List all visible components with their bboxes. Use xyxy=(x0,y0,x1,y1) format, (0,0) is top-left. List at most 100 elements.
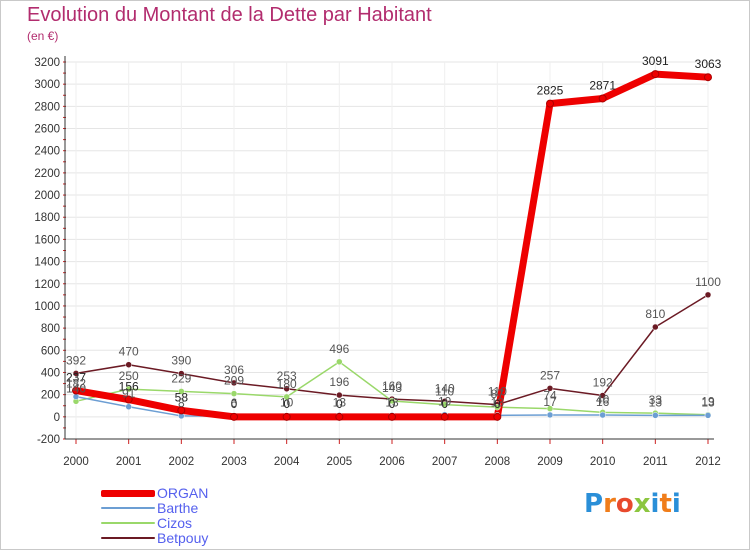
point-barthe xyxy=(704,412,712,419)
y-tick-label: -200 xyxy=(37,434,60,446)
data-label-betpouy: 160 xyxy=(382,379,402,393)
point-barthe xyxy=(652,412,659,419)
data-label-barthe: 6 xyxy=(231,396,238,410)
data-label-organ: 0 xyxy=(389,397,396,411)
point-cizos xyxy=(336,358,343,366)
point-betpouy xyxy=(704,291,712,299)
logo-letter: r xyxy=(603,489,616,519)
x-tick-label: 2005 xyxy=(327,456,353,468)
point-cizos xyxy=(494,403,501,411)
data-label-organ: 58 xyxy=(175,390,189,404)
data-label-barthe: 13 xyxy=(701,395,715,409)
data-label-cizos: 40 xyxy=(596,392,610,406)
data-label-barthe: 19 xyxy=(438,395,452,409)
data-label-barthe: 16 xyxy=(596,395,610,409)
point-barthe xyxy=(125,403,132,410)
logo-letter: o xyxy=(615,489,634,519)
legend-swatch xyxy=(101,522,155,524)
data-label-cizos: 229 xyxy=(171,371,191,385)
y-tick-label: 1600 xyxy=(34,234,60,246)
point-betpouy xyxy=(599,392,606,399)
x-tick-label: 2004 xyxy=(274,456,300,468)
proxiti-logo: Proxiti xyxy=(584,489,681,519)
y-tick-label: 2200 xyxy=(34,168,60,180)
data-label-organ: 3091 xyxy=(642,54,669,68)
point-cizos xyxy=(125,385,132,393)
y-tick-label: 2400 xyxy=(34,146,60,158)
point-cizos xyxy=(283,393,290,401)
point-betpouy xyxy=(178,370,185,377)
data-label-barthe: 13 xyxy=(649,395,663,409)
data-label-cizos: 250 xyxy=(119,369,139,383)
y-tick-label: 2600 xyxy=(34,124,60,136)
data-label-cizos: 110 xyxy=(435,385,454,399)
point-organ xyxy=(282,412,291,421)
x-tick-label: 2010 xyxy=(590,456,616,468)
point-organ xyxy=(72,386,80,395)
point-cizos xyxy=(178,388,185,395)
data-label-organ: 0 xyxy=(283,397,290,411)
data-label-cizos: 209 xyxy=(224,374,244,388)
y-tick-label: 2000 xyxy=(34,190,60,202)
data-label-organ: 237 xyxy=(66,371,86,385)
y-tick-label: 3200 xyxy=(34,57,60,69)
legend-swatch xyxy=(101,507,155,509)
data-label-barthe: 10 xyxy=(280,396,294,410)
data-label-betpouy: 192 xyxy=(593,376,613,390)
data-label-betpouy: 110 xyxy=(488,385,507,399)
data-label-barthe: 182 xyxy=(66,377,86,391)
data-label-organ: 0 xyxy=(441,397,448,411)
point-cizos xyxy=(230,390,238,397)
data-label-organ: 3063 xyxy=(695,57,722,71)
data-label-betpouy: 196 xyxy=(329,375,349,389)
point-cizos xyxy=(546,405,554,412)
x-tick-label: 2008 xyxy=(485,456,511,468)
data-label-betpouy: 306 xyxy=(224,363,244,377)
data-label-organ: 2871 xyxy=(589,78,616,92)
point-betpouy xyxy=(336,391,343,399)
data-label-cizos: 19 xyxy=(701,395,715,409)
legend-label: Cizos xyxy=(157,515,193,531)
data-label-cizos: 180 xyxy=(277,377,297,391)
point-betpouy xyxy=(652,323,659,331)
data-label-organ: 0 xyxy=(336,397,343,411)
y-tick-label: 600 xyxy=(41,345,60,357)
data-label-betpouy: 1100 xyxy=(695,275,721,289)
data-label-cizos: 143 xyxy=(382,381,402,395)
y-tick-label: 2800 xyxy=(34,101,60,113)
point-betpouy xyxy=(283,385,290,393)
y-tick-label: 1400 xyxy=(34,257,60,269)
data-label-cizos: 140 xyxy=(66,381,86,395)
legend-label: Betpouy xyxy=(157,530,209,546)
x-tick-label: 2012 xyxy=(695,456,721,468)
data-label-barthe: 13 xyxy=(385,395,399,409)
y-tick-label: 3000 xyxy=(34,79,60,91)
data-label-betpouy: 470 xyxy=(119,345,139,359)
data-label-betpouy: 140 xyxy=(435,381,455,395)
point-betpouy xyxy=(230,379,238,387)
data-label-barthe: 17 xyxy=(543,395,557,409)
point-cizos xyxy=(388,397,396,405)
logo-letter: t xyxy=(659,489,672,519)
data-label-organ: 156 xyxy=(119,380,139,394)
point-organ xyxy=(704,73,712,82)
x-tick-label: 2001 xyxy=(116,456,142,468)
legend-swatch xyxy=(101,537,155,539)
logo-letter: P xyxy=(584,489,604,519)
x-tick-label: 2006 xyxy=(379,456,405,468)
logo-letter: i xyxy=(671,489,681,519)
y-tick-label: 1000 xyxy=(34,301,60,313)
data-label-barthe: 13 xyxy=(491,395,505,409)
data-label-betpouy: 392 xyxy=(66,353,86,367)
logo-letter: x xyxy=(633,489,651,519)
data-label-barthe: 13 xyxy=(333,395,347,409)
legend-swatch xyxy=(101,489,155,497)
data-label-cizos: 74 xyxy=(543,389,557,403)
x-tick-label: 2011 xyxy=(643,456,668,468)
data-label-cizos: 496 xyxy=(329,342,349,356)
x-tick-label: 2003 xyxy=(221,456,247,468)
y-tick-label: 200 xyxy=(41,390,60,402)
x-tick-label: 2000 xyxy=(63,456,89,468)
